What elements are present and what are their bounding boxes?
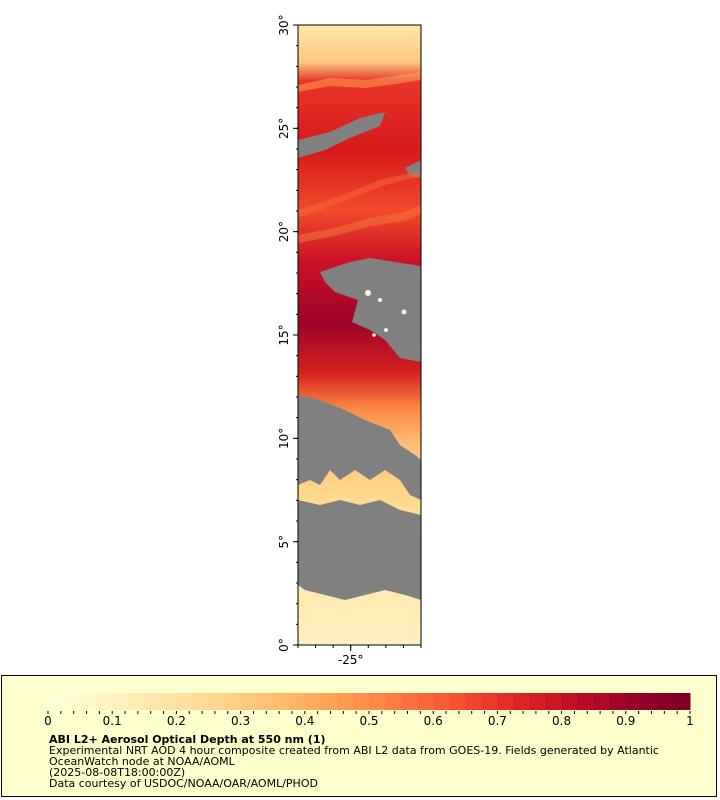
colorbar-tick-label: 0.6 [424,714,443,728]
y-tick-label: 15° [277,324,291,345]
y-tick-label: 10° [277,428,291,449]
colorbar-segment [64,693,81,710]
white-spots [365,290,407,337]
colorbar-tick-label: 0 [44,714,52,728]
colorbar-segment [513,693,530,710]
legend-panel: 0 0.1 0.2 0.3 0.4 0.5 0.6 0.7 0.8 0.9 1 ABI L2+ Ae… [1,675,717,797]
colorbar-segment [657,693,675,710]
colorbar-segment [192,693,209,710]
colorbar-segment [481,693,498,710]
colorbar-segment [385,693,402,710]
colorbar-segment [272,693,290,710]
colorbar-segment [433,693,450,710]
colorbar-segment [288,693,306,710]
colorbar-segment [369,693,386,710]
legend-description-line1: Experimental NRT AOD 4 hour composite cr… [49,744,659,757]
colorbar-segment [256,693,274,710]
colorbar-segment [417,693,434,710]
colorbar-segment [160,693,177,710]
colorbar-tick-label: 0.5 [359,714,378,728]
colorbar-segment [641,693,659,710]
colorbar-tick-label: 0.4 [295,714,314,728]
map-svg: 0° 5° 10° 15° 20° 25° 30° -25° [277,14,422,667]
legend-credit: Data courtesy of USDOC/NOAA/OAR/AOML/PHO… [49,777,318,790]
y-tick-label: 25° [277,118,291,139]
colorbar-segment [449,693,466,710]
colorbar-segment [304,693,322,710]
y-tick-label: 0° [277,638,291,652]
colorbar-tick-label: 0.1 [103,714,122,728]
colorbar-segment [545,693,563,710]
colorbar-segment [144,693,161,710]
colorbar-segment [625,693,643,710]
y-tick-label: 20° [277,221,291,242]
colorbar-segment [465,693,482,710]
colorbar-segment [593,693,611,710]
x-axis: -25° [297,645,422,667]
colorbar-segment [224,693,242,710]
legend-timestamp: (2025-08-08T18:00:00Z) [49,766,186,779]
colorbar-segment [80,693,97,710]
colorbar-segment [112,693,129,710]
colorbar-tick-label: 0.7 [488,714,507,728]
legend-description-line2: OceanWatch node at NOAA/AOML [49,755,235,768]
colorbar-ticks: 0 0.1 0.2 0.3 0.4 0.5 0.6 0.7 0.8 0.9 1 [44,711,694,728]
colorbar-segment [240,693,258,710]
colorbar-segment [609,693,627,710]
colorbar-svg: 0 0.1 0.2 0.3 0.4 0.5 0.6 0.7 0.8 0.9 1 [44,693,694,728]
colorbar-segment [352,693,370,710]
colorbar-tick-label: 0.3 [231,714,250,728]
colorbar-tick-label: 1 [686,714,694,728]
y-axis: 0° 5° 10° 15° 20° 25° 30° [277,14,298,652]
colorbar-segment [577,693,595,710]
colorbar-segment [128,693,145,710]
colorbar-segment [176,693,193,710]
colorbar-segment [401,693,418,710]
x-tick-label: -25° [338,653,364,667]
colorbar-segment [529,693,547,710]
colorbar-tick-label: 0.9 [616,714,635,728]
y-tick-label: 5° [277,535,291,549]
colorbar-tick-label: 0.8 [552,714,571,728]
colorbar-tick-label: 0.2 [167,714,186,728]
colorbar-segment [336,693,354,710]
colorbar [48,693,691,710]
colorbar-segment [208,693,226,710]
colorbar-segment [96,693,113,710]
map-plot [298,25,421,645]
map-area: 0° 5° 10° 15° 20° 25° 30° -25° [277,14,422,667]
colorbar-segment [497,693,514,710]
legend-title: ABI L2+ Aerosol Optical Depth at 550 nm … [49,733,326,746]
texture-marks [298,72,421,243]
colorbar-segment [673,693,691,710]
colorbar-segment [48,693,65,710]
y-tick-label: 30° [277,14,291,35]
colorbar-segment [320,693,338,710]
colorbar-segment [561,693,579,710]
